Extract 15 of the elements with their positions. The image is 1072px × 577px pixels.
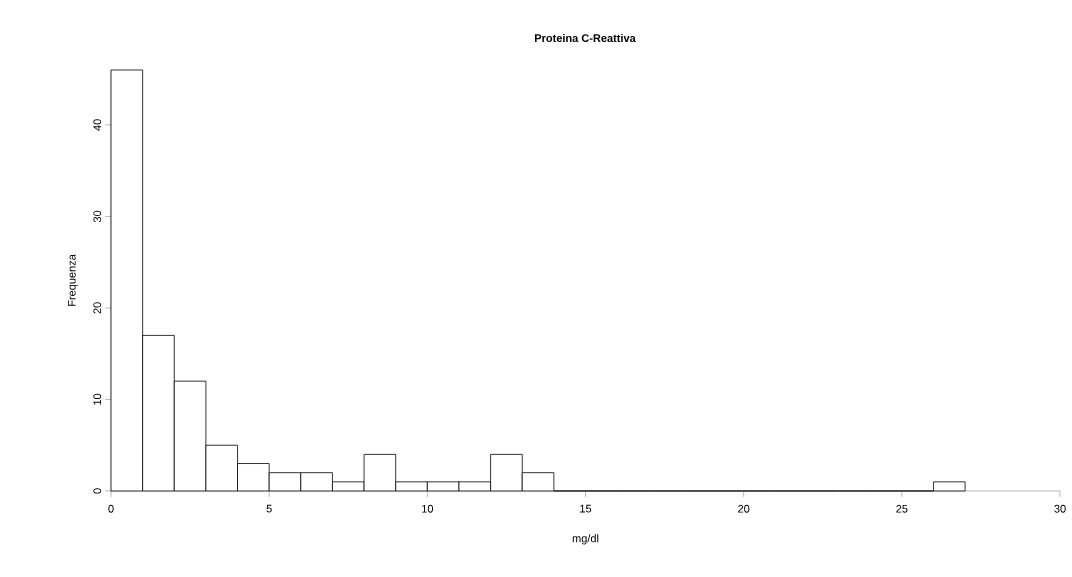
x-tick-label: 30: [1054, 504, 1066, 513]
y-tick-label: 10: [93, 393, 102, 405]
x-tick-label: 0: [108, 504, 114, 513]
x-tick-label: 25: [896, 504, 908, 513]
y-axis-title: Frequenza: [67, 254, 78, 306]
x-tick-label: 20: [738, 504, 750, 513]
x-tick-label: 15: [580, 504, 592, 513]
y-tick-label: 30: [93, 210, 102, 223]
x-axis-title: mg/dl: [572, 534, 599, 545]
chart-title: Proteina C-Reattiva: [535, 33, 636, 43]
y-tick-label: 0: [93, 488, 102, 494]
x-tick-label: 5: [266, 504, 272, 513]
x-tick-label: 10: [422, 504, 434, 513]
y-tick-label: 20: [93, 302, 102, 314]
y-tick-label: 40: [93, 119, 102, 131]
